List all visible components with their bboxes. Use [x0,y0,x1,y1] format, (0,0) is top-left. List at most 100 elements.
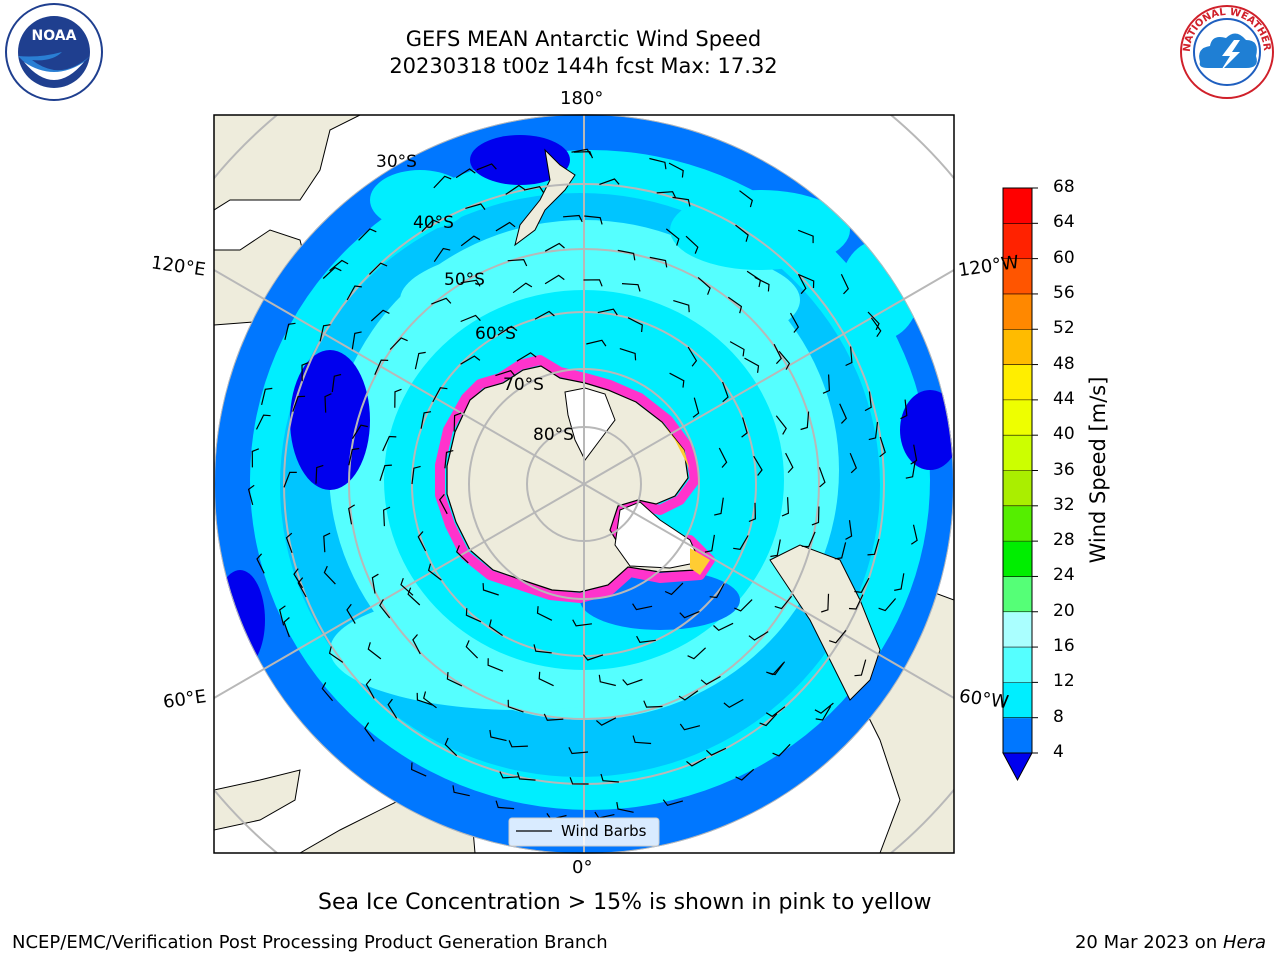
wind-barb [687,647,707,660]
wind-barb [420,411,432,429]
colorbar-tick-label: 56 [1053,282,1075,303]
lat-label-70s: 70°S [503,375,544,395]
colorbar-band [1003,399,1032,436]
wind-barb [427,563,442,581]
wind-barb [735,224,749,242]
wind-barb [389,337,408,350]
colorbar-band [1003,188,1032,224]
wind-barb [734,599,753,612]
wind-barb [247,484,255,506]
wind-barb [301,362,309,382]
colorbar-tick-label: 24 [1053,565,1075,586]
wind-barb [770,539,781,558]
lon-label-180: 180° [560,88,604,109]
wind-barb [789,312,800,333]
wind-barb [785,452,794,474]
legend [508,817,660,847]
wind-barb [523,186,544,193]
wind-barb [348,504,356,525]
wind-barb [778,350,791,370]
wind-barb [379,464,392,481]
wind-barb [643,700,663,708]
wind-barb [431,297,452,305]
colorbar-band [1003,505,1032,542]
legend-label: Wind Barbs [561,822,647,840]
wind-barb [665,228,680,246]
wind-barb [727,296,743,314]
wind-barb [414,351,426,370]
wind-barb [704,534,715,553]
wind-barb [543,713,564,721]
colorbar-tick-label: 28 [1053,530,1075,551]
wind-barb [619,348,637,361]
wind-barb [455,545,469,564]
wind-barb [432,387,448,403]
wind-barb [533,644,552,654]
wind-barb [617,249,636,261]
wind-barb [488,619,503,636]
wind-barb [656,191,677,199]
wind-barb [516,772,536,781]
wind-barb [444,737,458,757]
wind-barb [616,801,634,813]
wind-barb [460,235,481,247]
wind-barb [811,506,820,526]
wind-barb [284,322,296,340]
wind-barb [410,762,427,777]
wind-barb [700,675,721,686]
wind-barb [465,608,482,623]
wind-barb [387,698,398,719]
noaa-logo-text: NOAA [32,28,77,44]
wind-barb [840,274,850,295]
wind-barb [283,617,290,638]
wind-barb [400,577,414,596]
wind-barb [905,460,916,479]
wind-barb [814,702,834,714]
wind-barb [497,325,518,336]
wind-barb [868,421,879,441]
wind-barb [600,773,619,783]
wind-barb [358,228,377,241]
wind-barb [370,309,390,322]
credit-left: NCEP/EMC/Verification Post Processing Pr… [12,932,608,953]
wind-barb [568,747,589,755]
wind-barb [421,219,440,233]
wind-barb [512,282,533,294]
wind-barb [845,520,853,540]
wind-barb [348,447,360,466]
wind-barb [382,506,391,527]
wind-barb [324,393,332,413]
wind-barb [649,157,667,170]
wind-barb [622,678,643,686]
wind-barb [321,682,334,702]
colorbar-band [1003,258,1032,295]
wind-barb [596,717,617,726]
wind-barb [507,699,524,713]
wind-barb [627,317,643,333]
wind-barbs [247,148,918,820]
wind-barb [910,524,918,545]
colorbar-tick-label: 48 [1053,353,1075,374]
wind-barb [748,631,769,641]
wind-barb [867,538,880,556]
wind-barb [279,605,286,626]
wind-barb [407,587,421,606]
wind-barb [572,619,592,627]
wind-barb [662,799,684,806]
wind-barb [455,168,476,179]
wind-barb [536,606,553,621]
wind-barb [900,399,908,420]
colorbar-tick-label: 44 [1053,388,1075,409]
wind-barb [632,735,652,745]
colorbar-band [1003,541,1032,577]
wind-barb [821,593,830,613]
wind-barb [597,308,618,316]
wind-barb [818,467,826,488]
wind-barb [297,577,307,598]
wind-barb [315,464,324,484]
colorbar-band [1003,293,1032,330]
colorbar-tick-label: 4 [1053,742,1064,762]
wind-barb [815,705,832,721]
lat-label-40s: 40°S [413,213,454,233]
chart-title: GEFS MEAN Antarctic Wind Speed [405,27,762,51]
